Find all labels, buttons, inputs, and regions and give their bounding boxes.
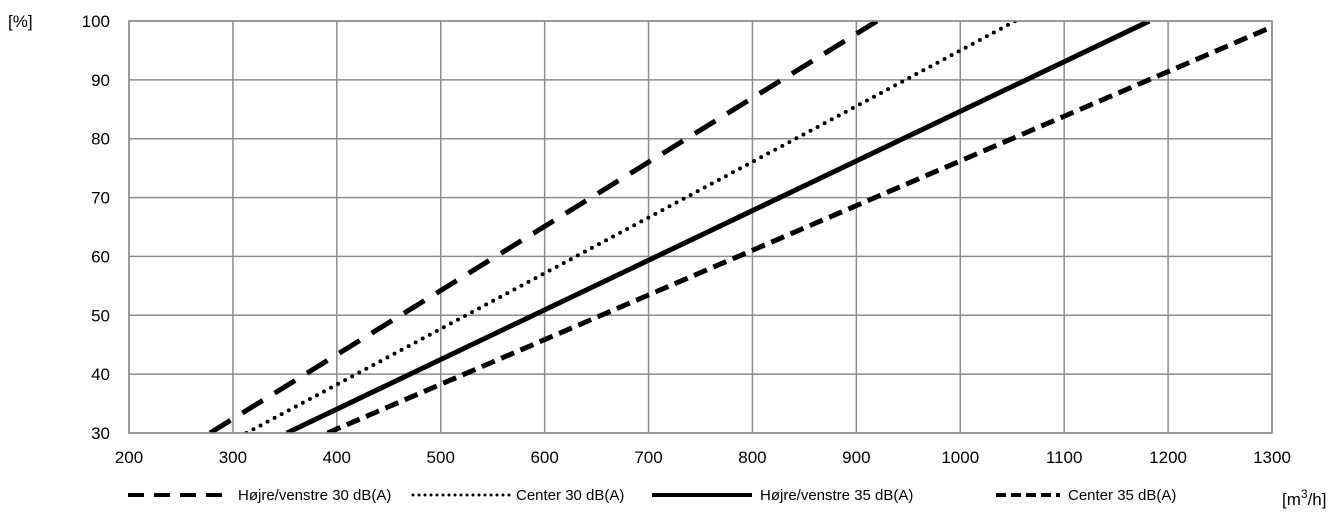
x-tick-label: 200 xyxy=(115,448,143,467)
y-tick-label: 40 xyxy=(91,365,110,384)
y-tick-label: 70 xyxy=(91,189,110,208)
x-tick-label: 800 xyxy=(738,448,766,467)
series-line-4 xyxy=(326,24,1272,433)
tick-labels: 200 300 400 500 600 700 800 900 1000 1100 1200 1300… xyxy=(82,12,1291,467)
x-tick-label: 1300 xyxy=(1253,448,1291,467)
legend-label-3: Højre/venstre 35 dB(A) xyxy=(760,487,913,504)
series-line-2 xyxy=(244,21,1018,433)
legend-label-2: Center 30 dB(A) xyxy=(516,487,624,504)
x-tick-label: 1100 xyxy=(1046,448,1083,467)
plot-frame xyxy=(128,20,1273,434)
x-tick-label: 400 xyxy=(323,448,351,467)
y-tick-label: 30 xyxy=(91,424,110,443)
legend-label-4: Center 35 dB(A) xyxy=(1068,487,1176,504)
legend-label-1: Højre/venstre 30 dB(A) xyxy=(238,487,391,504)
y-tick-label: 90 xyxy=(91,71,110,90)
series-lines xyxy=(208,21,1272,433)
y-tick-label: 60 xyxy=(91,247,110,266)
y-tick-label: 100 xyxy=(82,12,110,31)
y-tick-label: 50 xyxy=(91,306,110,325)
legend: Højre/venstre 30 dB(A) Center 30 dB(A) Høj… xyxy=(128,487,1176,504)
x-tick-label: 700 xyxy=(634,448,662,467)
grid-lines xyxy=(128,20,1273,434)
series-line-3 xyxy=(285,21,1151,433)
x-axis-unit-label: [m3/h] xyxy=(1282,487,1326,509)
x-tick-label: 1000 xyxy=(941,448,979,467)
series-line-1 xyxy=(208,21,879,433)
y-tick-label: 80 xyxy=(91,130,110,149)
x-tick-label: 500 xyxy=(427,448,455,467)
x-tick-label: 600 xyxy=(530,448,558,467)
x-tick-label: 900 xyxy=(842,448,870,467)
y-axis-unit-label: [%] xyxy=(8,12,33,31)
x-tick-label: 300 xyxy=(219,448,247,467)
x-tick-label: 1200 xyxy=(1149,448,1187,467)
